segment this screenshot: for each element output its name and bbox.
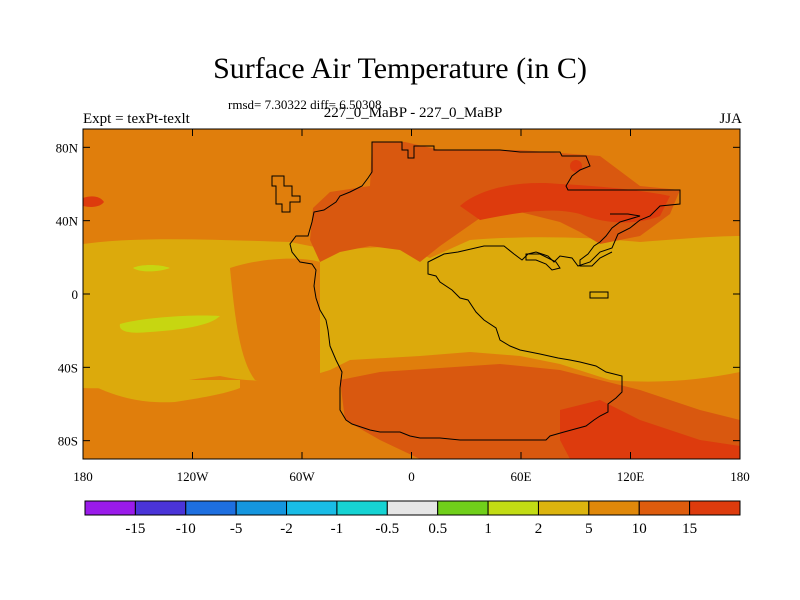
field-hot-south [560, 400, 740, 459]
x-tick-label: 120E [617, 469, 645, 484]
colorbar-label: -0.5 [375, 521, 399, 537]
colorbar-label: 1 [484, 521, 492, 537]
colorbar-swatch [235, 500, 288, 516]
x-axis: 180 120W 60W 0 60E 120E 180 [73, 129, 750, 484]
colorbar-swatch [437, 500, 489, 516]
colorbar-label: 2 [535, 521, 543, 537]
continent-outline [289, 141, 681, 441]
colorbar-swatch [386, 500, 439, 516]
field-hot-north [460, 182, 670, 223]
field-hot-dot [570, 160, 582, 172]
colorbar-label: -5 [230, 521, 243, 537]
colorbar-label: 5 [585, 521, 593, 537]
colorbar-swatch [286, 500, 338, 516]
colorbar-swatch [134, 500, 187, 516]
colorbar-swatch [689, 500, 741, 516]
island-east [589, 291, 609, 299]
field-cool-small [133, 265, 170, 272]
y-tick-label: 0 [72, 287, 79, 302]
colorbar-swatch [487, 500, 539, 516]
colorbar-label: 0.5 [428, 521, 447, 537]
colorbar-swatch [336, 500, 388, 516]
y-tick-label: 40S [58, 360, 78, 375]
island-arctic [271, 175, 301, 213]
colorbar-swatch [588, 500, 640, 516]
colorbar-label: 15 [682, 521, 697, 537]
field-mild-south [83, 380, 240, 403]
plot-title: Surface Air Temperature (in C) [213, 52, 587, 85]
field-atlantic-stripe [230, 258, 320, 390]
colorbar-label: -2 [280, 521, 293, 537]
field-hot-west [83, 196, 104, 207]
colorbar-swatch [185, 500, 237, 516]
colorbar: -15 -10 -5 -2 -1 -0.5 0.5 1 2 5 10 15 [84, 500, 741, 537]
season-label: JJA [719, 111, 742, 127]
subtitle-label: 227_0_MaBP - 227_0_MaBP [323, 105, 503, 121]
colorbar-label: -1 [331, 521, 344, 537]
y-tick-label: 80N [56, 140, 79, 155]
colorbar-swatch [638, 500, 691, 516]
experiment-label: Expt = texPt-texlt [83, 111, 190, 127]
colorbar-swatch [537, 500, 590, 516]
colorbar-swatch [84, 500, 136, 516]
y-tick-label: 40N [56, 214, 79, 229]
x-tick-label: 120W [177, 469, 210, 484]
island-east-arm [579, 213, 641, 267]
field-cool-patch [119, 315, 220, 333]
x-tick-label: 180 [730, 469, 750, 484]
x-tick-label: 60W [289, 469, 315, 484]
y-tick-label: 80S [58, 434, 78, 449]
map-plot [82, 128, 741, 460]
colorbar-label: -10 [176, 521, 196, 537]
colorbar-label: 10 [632, 521, 647, 537]
island-east-arm-2 [525, 253, 561, 271]
colorbar-label: -15 [125, 521, 145, 537]
x-tick-label: 60E [511, 469, 532, 484]
stats-label: rmsd= 7.30322 diff= 6.50308 [228, 97, 382, 112]
x-tick-label: 0 [408, 469, 415, 484]
y-axis: 80N 40N 0 40S 80S [56, 140, 740, 449]
x-tick-label: 180 [73, 469, 93, 484]
